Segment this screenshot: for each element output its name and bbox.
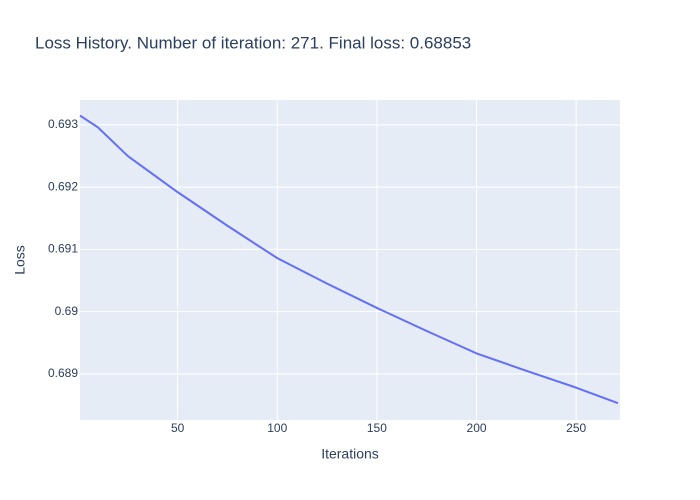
x-axis-title: Iterations <box>321 446 379 462</box>
y-tick-label: 0.69 <box>55 304 79 318</box>
y-tick-label: 0.691 <box>48 242 78 256</box>
x-tick-label: 100 <box>267 421 287 435</box>
chart-title: Loss History. Number of iteration: 271. … <box>35 33 471 52</box>
x-tick-label: 50 <box>171 421 185 435</box>
y-axis-title: Loss <box>12 245 28 275</box>
line-series <box>79 114 619 405</box>
x-tick-label: 200 <box>467 421 487 435</box>
y-tick-label: 0.689 <box>48 366 78 380</box>
y-tick-label: 0.693 <box>48 117 78 131</box>
y-tick-label: 0.692 <box>48 179 78 193</box>
x-tick-label: 250 <box>566 421 586 435</box>
x-tick-label: 150 <box>367 421 387 435</box>
plot-area <box>80 100 620 420</box>
